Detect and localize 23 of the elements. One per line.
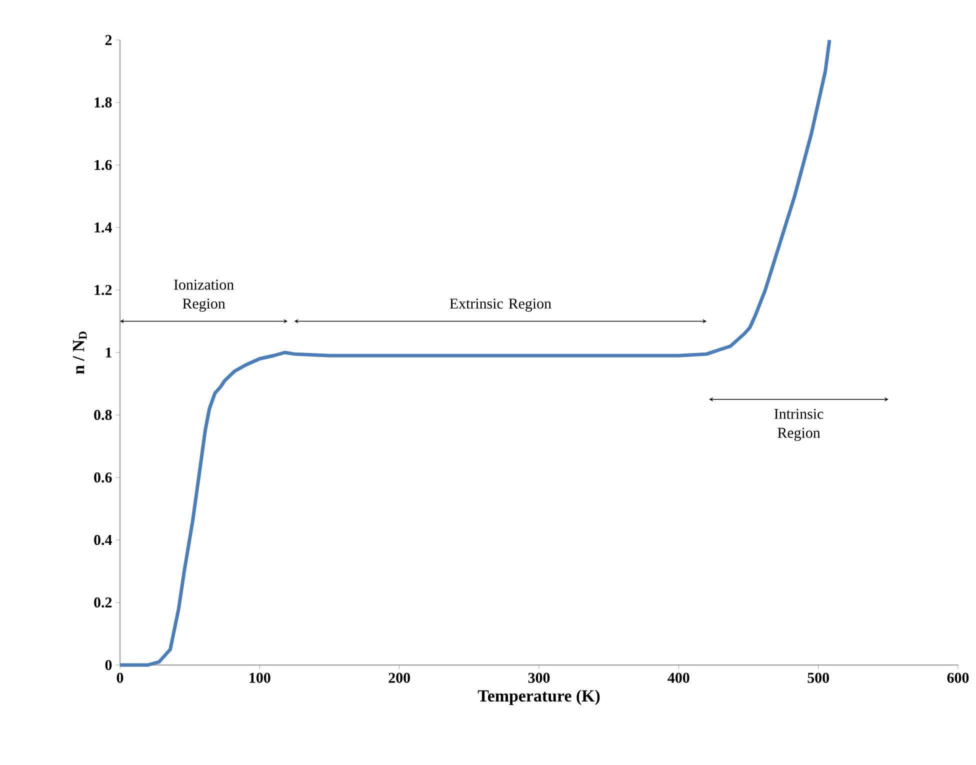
y-tick-label: 1.8 — [94, 97, 112, 108]
y-tick-label: 1.4 — [94, 222, 112, 233]
y-tick-label: 1.2 — [94, 284, 112, 296]
x-axis-title: Temperature (K) — [478, 690, 600, 706]
x-tick-label: 100 — [250, 672, 270, 683]
x-tick-label: 200 — [388, 672, 410, 683]
y-tick-label: 0.6 — [94, 472, 112, 483]
y-tick-label: 2 — [105, 35, 112, 45]
annotation: Ionization Region — [174, 280, 234, 312]
y-tick-label: 0.4 — [94, 534, 112, 546]
x-tick-label: 300 — [528, 672, 550, 683]
x-tick-label: 400 — [668, 672, 690, 683]
y-tick-label: 0 — [105, 660, 112, 670]
annotation: Extrinsic Region — [450, 298, 552, 312]
y-axis-title: n / N$_{D}$ — [72, 332, 87, 374]
y-tick-label: 1.6 — [94, 160, 112, 170]
y-tick-label: 0.2 — [94, 597, 112, 608]
y-tick-label: 0.8 — [94, 410, 112, 420]
x-tick-label: 500 — [808, 672, 829, 683]
y-tick-label: 1 — [106, 348, 112, 358]
x-tick-label: 600 — [947, 672, 969, 683]
annotation: Intrinsic Region — [774, 408, 824, 441]
x-tick-label: 0 — [116, 672, 124, 683]
